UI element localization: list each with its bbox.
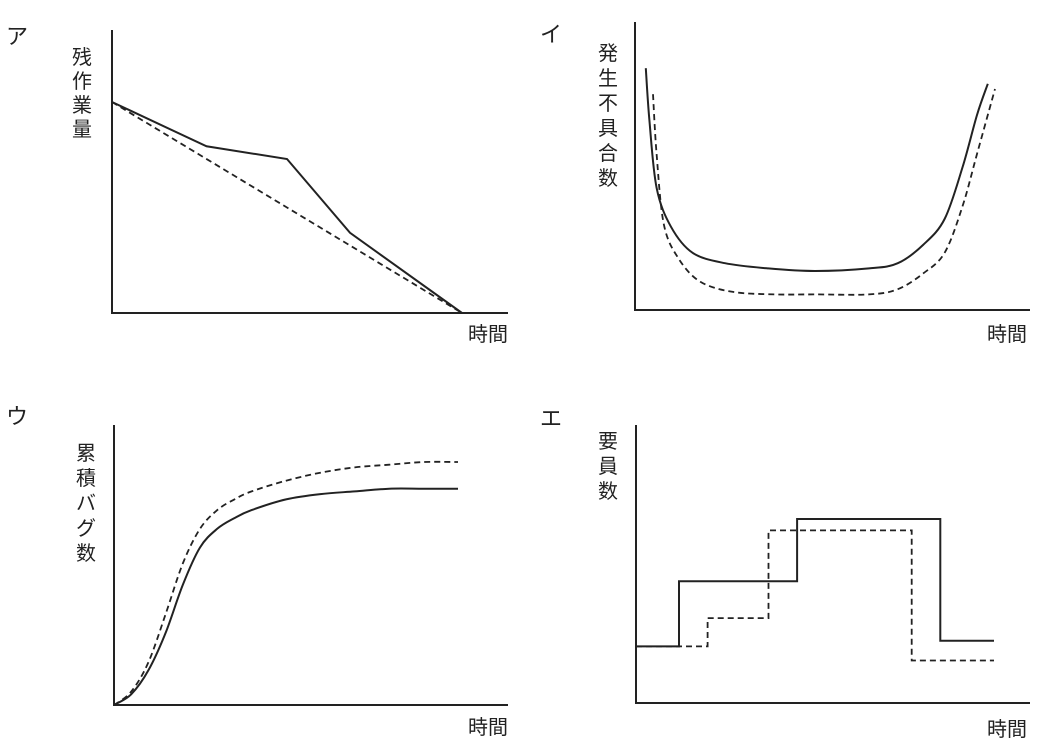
axes: [634, 22, 1030, 311]
y-axis-label: 要員数: [598, 429, 618, 503]
panel-u: ウ 累積バグ数 時間: [6, 405, 508, 739]
panel-a: ア 残作業量 時間: [6, 25, 508, 346]
y-axis-label: 残作業量: [72, 45, 92, 141]
y-axis-label: 発生不具合数: [598, 41, 618, 190]
axes: [111, 30, 508, 314]
x-axis-label: 時間: [987, 322, 1027, 346]
series-group: [636, 518, 994, 662]
panel-e: エ 要員数 時間: [540, 407, 1030, 741]
dashed-series-line: [113, 460, 459, 706]
series-group: [644, 68, 996, 296]
axes: [635, 425, 1030, 704]
solid-series-line: [636, 518, 994, 648]
solid-series-line: [111, 101, 463, 314]
x-axis-label: 時間: [468, 322, 508, 346]
dashed-series-line: [652, 88, 996, 296]
axes: [113, 425, 508, 706]
y-axis-label: 累積バグ数: [76, 441, 96, 565]
panel-label: イ: [540, 23, 562, 48]
dashed-series-line: [111, 101, 463, 314]
panel-label: ウ: [6, 405, 28, 430]
panel-i: イ 発生不具合数 時間: [540, 22, 1030, 346]
x-axis-label: 時間: [468, 715, 508, 739]
series-group: [113, 460, 459, 706]
dashed-series-line: [636, 529, 994, 662]
panel-label: エ: [540, 407, 562, 432]
solid-series-line: [644, 68, 989, 273]
series-group: [111, 101, 463, 314]
x-axis-label: 時間: [987, 717, 1027, 741]
panel-label: ア: [6, 25, 28, 50]
solid-series-line: [113, 487, 458, 706]
